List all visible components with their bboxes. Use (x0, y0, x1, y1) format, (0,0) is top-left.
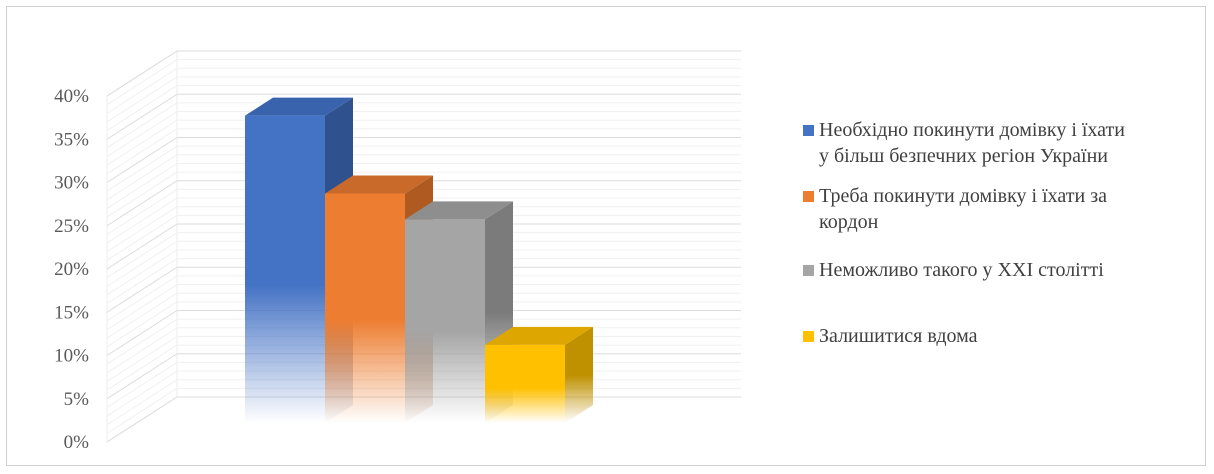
side-gridline (106, 336, 178, 382)
side-gridline (106, 223, 178, 270)
bar-top-face (245, 97, 353, 116)
chart-frame: 0% 5% 10% 15% 20% 25% 30% 35% 40% Необхідно поки… (6, 6, 1206, 466)
side-gridline (106, 318, 178, 365)
legend-item-safe-region: Необхідно покинути домівку і їхати у біл… (803, 117, 1203, 183)
legend-swatch-yellow (803, 331, 814, 342)
legend-label: Треба покинути домівку і їхати за кордон (819, 185, 1107, 233)
side-gridline (106, 387, 178, 434)
side-gridline (106, 292, 178, 339)
side-gridline (106, 266, 178, 313)
side-gridline (106, 344, 178, 391)
side-gridline (106, 361, 178, 408)
side-gridline (106, 59, 178, 106)
bar-front-face (485, 344, 565, 423)
legend-label: Неможливо такого у XXI столітті (819, 259, 1104, 281)
bar-front-face (405, 219, 485, 423)
side-gridline (106, 284, 178, 330)
bar-top-face (485, 326, 593, 345)
legend-label: Залишитися вдома (819, 325, 978, 347)
side-gridline (106, 128, 178, 175)
side-gridline (106, 137, 178, 183)
bar-side-face (565, 326, 593, 423)
side-gridline (106, 171, 178, 218)
side-gridline (106, 67, 178, 114)
side-gridline (106, 240, 178, 287)
bar-3 (485, 326, 593, 423)
side-gridline (106, 50, 178, 97)
legend-label: Необхідно покинути домівку і їхати у біл… (819, 119, 1125, 167)
legend-item-abroad: Треба покинути домівку і їхати за кордон (803, 183, 1203, 257)
y-tick-label: 40% (54, 86, 89, 107)
side-gridline (106, 396, 178, 443)
bar-front-face (325, 193, 405, 423)
side-gridline (106, 180, 178, 227)
side-gridline (106, 214, 178, 261)
legend: Необхідно покинути домівку і їхати у біл… (803, 117, 1203, 353)
side-gridline (106, 163, 178, 209)
side-gridline (106, 275, 178, 322)
side-gridline (106, 154, 178, 201)
y-tick-label: 5% (64, 389, 90, 410)
side-gridline (106, 85, 178, 132)
side-gridline (106, 258, 178, 305)
legend-item-impossible: Неможливо такого у XXI столітті (803, 257, 1203, 323)
y-tick-label: 15% (54, 302, 89, 323)
y-axis-ticks: 0% 5% 10% 15% 20% 25% 30% 35% 40% (54, 86, 89, 453)
side-gridline (106, 327, 178, 374)
side-gridline (106, 301, 178, 348)
side-gridline (106, 76, 178, 123)
side-gridline (106, 93, 178, 140)
side-gridline (106, 353, 178, 400)
side-gridline (106, 249, 178, 296)
bar-top-face (405, 201, 513, 220)
legend-swatch-gray (803, 265, 814, 276)
side-gridline (106, 119, 178, 166)
side-gridline (106, 111, 178, 157)
side-gridline (106, 188, 178, 235)
y-tick-label: 35% (54, 129, 89, 150)
side-gridline (106, 370, 178, 417)
side-gridline (106, 310, 178, 356)
side-gridline (106, 232, 178, 279)
side-gridline (106, 102, 178, 149)
side-gridline (106, 197, 178, 244)
legend-item-stay-home: Залишитися вдома (803, 323, 1203, 353)
y-tick-label: 25% (54, 216, 89, 237)
y-tick-label: 20% (54, 259, 89, 280)
bar-top-face (325, 175, 433, 194)
bars (245, 97, 593, 423)
y-tick-label: 30% (54, 173, 89, 194)
side-gridline (106, 379, 178, 426)
side-gridline (106, 145, 178, 192)
legend-swatch-blue (803, 125, 814, 136)
y-tick-label: 0% (64, 432, 90, 453)
y-tick-label: 10% (54, 346, 89, 367)
legend-swatch-orange (803, 191, 814, 202)
side-gridline (106, 206, 178, 253)
plot-area: 0% 5% 10% 15% 20% 25% 30% 35% 40% (54, 50, 741, 453)
bar-front-face (245, 115, 325, 423)
